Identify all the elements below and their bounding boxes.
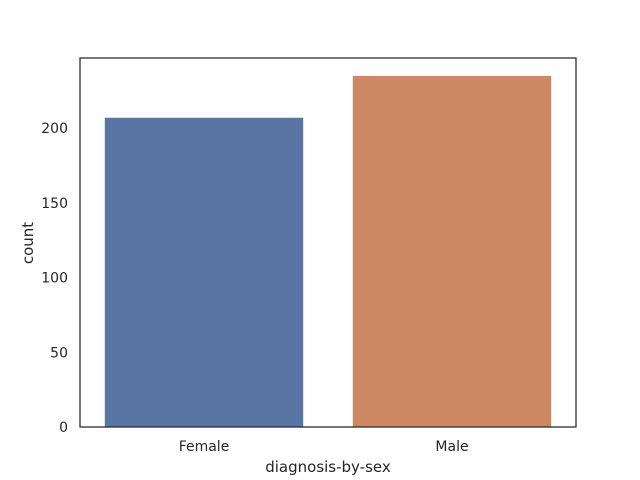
x-axis-ticks: Female Male xyxy=(179,439,469,455)
y-axis-ticks: 0 50 100 150 200 xyxy=(41,121,68,436)
bars-group xyxy=(104,75,552,428)
x-tick-label: Female xyxy=(179,439,230,455)
y-tick-label: 0 xyxy=(59,420,68,436)
y-tick-label: 50 xyxy=(50,345,68,361)
bar-female xyxy=(104,117,304,428)
y-tick-label: 200 xyxy=(41,121,68,137)
x-axis-label: diagnosis-by-sex xyxy=(265,458,391,476)
bar-male xyxy=(352,75,552,427)
x-tick-label: Male xyxy=(435,439,468,455)
y-axis-label: count xyxy=(19,222,37,264)
y-tick-label: 100 xyxy=(41,271,68,287)
plot-frame xyxy=(79,57,577,428)
y-tick-label: 150 xyxy=(41,196,68,212)
